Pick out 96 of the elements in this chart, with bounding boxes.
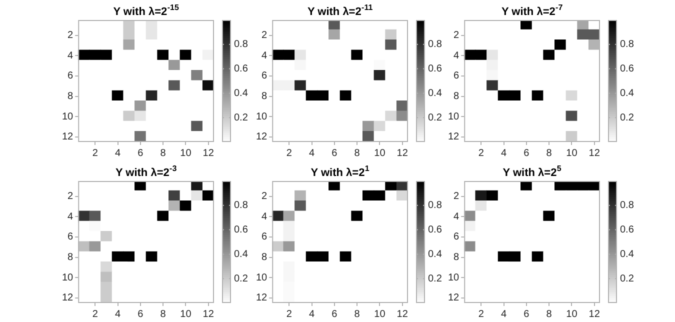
color-bar-label: 0.2	[428, 112, 442, 124]
color-bar-label: 0.8	[428, 39, 442, 50]
y-tick-label: 12	[448, 292, 460, 304]
color-bar-label: 0.2	[428, 273, 442, 284]
y-tick-label: 2	[262, 191, 268, 202]
x-tick-label: 8	[160, 308, 166, 320]
x-tick-label: 12	[396, 148, 408, 159]
color-bar-label: 0.2	[234, 112, 248, 124]
x-tick-label: 12	[588, 148, 600, 159]
y-tick-label: 4	[68, 50, 74, 62]
x-tick-label: 6	[138, 148, 144, 159]
x-tick-label: 8	[354, 308, 360, 320]
x-tick-label: 12	[588, 308, 600, 320]
x-tick-label: 6	[524, 148, 530, 159]
x-tick-label: 4	[308, 148, 315, 159]
x-tick-label: 2	[92, 308, 98, 320]
x-tick-label: 12	[202, 148, 214, 159]
y-tick-label: 4	[454, 211, 460, 222]
x-tick-label: 10	[180, 308, 192, 320]
x-tick-label: 2	[286, 308, 292, 320]
x-tick-label: 4	[114, 308, 121, 320]
x-tick-label: 10	[374, 148, 386, 159]
color-bar-label: 0.8	[428, 200, 442, 212]
y-tick-label: 6	[262, 232, 268, 243]
y-tick-label: 10	[256, 111, 268, 122]
y-tick-label: 8	[262, 91, 268, 102]
y-tick-label: 12	[256, 292, 268, 304]
color-bar-label: 0.6	[234, 64, 248, 75]
y-tick-label: 12	[448, 132, 460, 143]
y-tick-label: 4	[262, 50, 268, 62]
x-tick-label: 8	[354, 148, 360, 159]
y-tick-label: 6	[68, 232, 74, 243]
y-tick-label: 4	[262, 211, 268, 222]
y-tick-label: 2	[262, 30, 268, 41]
y-tick-label: 12	[256, 132, 268, 143]
x-tick-label: 10	[374, 308, 386, 320]
y-tick-label: 2	[68, 30, 74, 41]
x-tick-label: 6	[524, 308, 530, 320]
y-tick-label: 6	[454, 70, 460, 82]
x-tick-label: 6	[138, 308, 144, 320]
color-bar-label: 0.8	[620, 39, 634, 50]
x-tick-label: 8	[546, 308, 552, 320]
y-tick-label: 8	[454, 252, 460, 263]
y-tick-label: 6	[454, 232, 460, 243]
y-tick-label: 10	[256, 272, 268, 284]
color-bar-label: 0.2	[620, 112, 634, 124]
color-bar-label: 0.8	[234, 39, 248, 50]
y-tick-label: 10	[62, 272, 74, 284]
y-tick-label: 6	[68, 70, 74, 82]
color-bar-label: 0.4	[428, 88, 442, 99]
x-tick-label: 6	[332, 148, 338, 159]
y-tick-label: 12	[62, 292, 74, 304]
color-bar-label: 0.8	[620, 200, 634, 212]
x-tick-label: 12	[396, 308, 408, 320]
y-tick-label: 10	[448, 272, 460, 284]
color-bar-label: 0.4	[620, 248, 634, 260]
x-tick-label: 8	[546, 148, 552, 159]
y-tick-label: 8	[68, 91, 74, 102]
x-tick-label: 10	[566, 148, 578, 159]
x-tick-label: 2	[286, 148, 292, 159]
y-tick-label: 2	[68, 191, 74, 202]
y-tick-label: 6	[262, 70, 268, 82]
color-bar-label: 0.6	[234, 224, 248, 236]
y-tick-label: 4	[68, 211, 74, 222]
y-tick-label: 8	[68, 252, 74, 263]
color-bar-label: 0.2	[234, 273, 248, 284]
color-bar-label: 0.4	[428, 248, 442, 260]
x-tick-label: 10	[566, 308, 578, 320]
x-tick-label: 2	[92, 148, 98, 159]
x-tick-label: 6	[332, 308, 338, 320]
color-bar-label: 0.2	[620, 273, 634, 284]
y-tick-label: 4	[454, 50, 460, 62]
x-tick-label: 4	[308, 308, 315, 320]
color-bar-label: 0.4	[234, 248, 248, 260]
color-bar-label: 0.6	[428, 64, 442, 75]
x-tick-label: 4	[114, 148, 121, 159]
y-tick-label: 2	[454, 191, 460, 202]
color-bar-label: 0.6	[428, 224, 442, 236]
x-tick-label: 4	[500, 148, 507, 159]
color-bar-label: 0.6	[620, 224, 634, 236]
color-bar-label: 0.8	[234, 200, 248, 212]
x-tick-label: 2	[478, 308, 484, 320]
y-tick-label: 10	[62, 111, 74, 122]
color-bar-label: 0.6	[620, 64, 634, 75]
color-bar-label: 0.4	[234, 88, 248, 99]
x-tick-label: 12	[202, 308, 214, 320]
y-tick-label: 12	[62, 132, 74, 143]
color-bar-label: 0.4	[620, 88, 634, 99]
x-tick-label: 10	[180, 148, 192, 159]
y-tick-label: 2	[454, 30, 460, 41]
y-tick-label: 8	[262, 252, 268, 263]
x-tick-label: 8	[160, 148, 166, 159]
y-tick-label: 8	[454, 91, 460, 102]
y-tick-label: 10	[448, 111, 460, 122]
x-tick-label: 4	[500, 308, 507, 320]
x-tick-label: 2	[478, 148, 484, 159]
